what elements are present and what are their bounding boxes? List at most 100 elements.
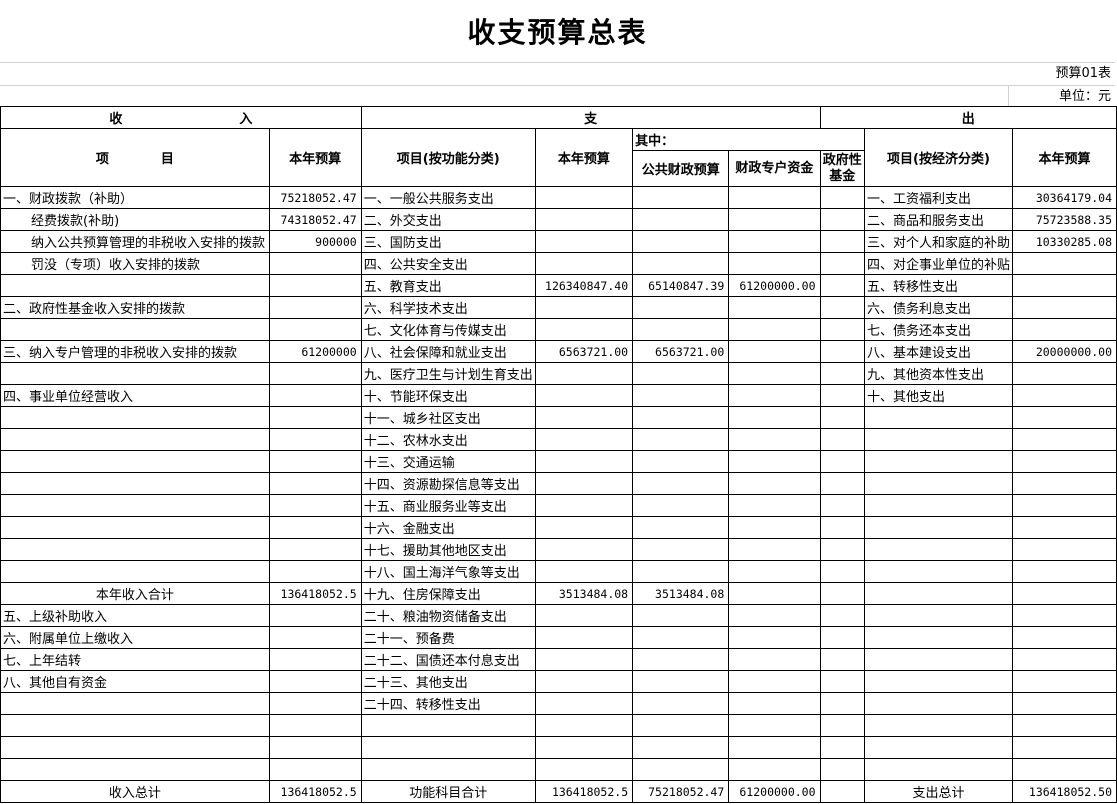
income-budget-cell[interactable] <box>268 428 362 451</box>
income-budget-cell[interactable] <box>268 274 362 297</box>
econ-item-cell[interactable]: 六、债务利息支出 <box>863 296 1013 319</box>
econ-budget-cell[interactable] <box>1011 450 1117 473</box>
income-budget-cell[interactable] <box>268 362 362 385</box>
econ-item-cell[interactable] <box>863 758 1013 781</box>
func-budget-cell[interactable] <box>534 384 634 407</box>
func-item-cell[interactable]: 一、一般公共服务支出 <box>360 186 536 209</box>
special-fund-cell[interactable] <box>728 516 821 539</box>
econ-budget-cell[interactable] <box>1011 560 1117 583</box>
gov-fund-cell[interactable] <box>819 340 865 363</box>
income-item-cell[interactable]: 一、财政拨款（补助） <box>0 186 270 209</box>
gov-fund-cell[interactable] <box>819 406 865 429</box>
econ-budget-cell[interactable] <box>1011 384 1117 407</box>
func-budget-cell[interactable] <box>534 428 634 451</box>
income-budget-cell[interactable]: 136418052.5 <box>268 582 362 605</box>
public-budget-cell[interactable] <box>632 714 730 737</box>
income-budget-cell[interactable]: 136418052.5 <box>268 780 362 803</box>
income-item-cell[interactable]: 七、上年结转 <box>0 648 270 671</box>
public-budget-cell[interactable] <box>632 692 730 715</box>
econ-budget-cell[interactable] <box>1011 736 1117 759</box>
func-budget-cell[interactable] <box>534 736 634 759</box>
func-budget-cell[interactable] <box>534 186 634 209</box>
special-fund-cell[interactable] <box>728 560 821 583</box>
econ-budget-cell[interactable] <box>1011 362 1117 385</box>
income-item-cell[interactable]: 收入总计 <box>0 780 270 803</box>
econ-item-cell[interactable] <box>863 648 1013 671</box>
econ-item-cell[interactable] <box>863 428 1013 451</box>
public-budget-cell[interactable]: 3513484.08 <box>632 582 730 605</box>
econ-budget-cell[interactable] <box>1011 318 1117 341</box>
public-budget-cell[interactable] <box>632 208 730 231</box>
income-budget-cell[interactable] <box>268 692 362 715</box>
func-item-cell[interactable]: 十六、金融支出 <box>360 516 536 539</box>
public-budget-cell[interactable]: 6563721.00 <box>632 340 730 363</box>
func-budget-cell[interactable] <box>534 560 634 583</box>
econ-budget-cell[interactable] <box>1011 604 1117 627</box>
func-item-cell[interactable]: 十二、农林水支出 <box>360 428 536 451</box>
func-budget-cell[interactable] <box>534 604 634 627</box>
econ-budget-cell[interactable] <box>1011 626 1117 649</box>
econ-item-cell[interactable]: 九、其他资本性支出 <box>863 362 1013 385</box>
func-budget-cell[interactable] <box>534 362 634 385</box>
special-fund-cell[interactable] <box>728 670 821 693</box>
func-item-cell[interactable]: 十九、住房保障支出 <box>360 582 536 605</box>
special-fund-cell[interactable] <box>728 604 821 627</box>
income-item-cell[interactable]: 五、上级补助收入 <box>0 604 270 627</box>
gov-fund-cell[interactable] <box>819 384 865 407</box>
func-item-cell[interactable]: 十一、城乡社区支出 <box>360 406 536 429</box>
income-budget-cell[interactable] <box>268 384 362 407</box>
income-item-cell[interactable] <box>0 538 270 561</box>
special-fund-cell[interactable] <box>728 362 821 385</box>
income-item-cell[interactable] <box>0 406 270 429</box>
econ-item-cell[interactable] <box>863 406 1013 429</box>
func-item-cell[interactable]: 二、外交支出 <box>360 208 536 231</box>
econ-item-cell[interactable]: 十、其他支出 <box>863 384 1013 407</box>
gov-fund-cell[interactable] <box>819 648 865 671</box>
income-item-cell[interactable] <box>0 450 270 473</box>
func-budget-cell[interactable]: 126340847.40 <box>534 274 634 297</box>
econ-budget-cell[interactable] <box>1011 296 1117 319</box>
econ-budget-cell[interactable] <box>1011 472 1117 495</box>
func-budget-cell[interactable] <box>534 538 634 561</box>
income-budget-cell[interactable] <box>268 670 362 693</box>
gov-fund-cell[interactable] <box>819 670 865 693</box>
func-budget-cell[interactable] <box>534 692 634 715</box>
income-item-cell[interactable] <box>0 516 270 539</box>
public-budget-cell[interactable] <box>632 560 730 583</box>
special-fund-cell[interactable] <box>728 538 821 561</box>
func-item-cell[interactable]: 五、教育支出 <box>360 274 536 297</box>
func-budget-cell[interactable] <box>534 648 634 671</box>
func-budget-cell[interactable] <box>534 296 634 319</box>
func-budget-cell[interactable] <box>534 208 634 231</box>
func-item-cell[interactable]: 六、科学技术支出 <box>360 296 536 319</box>
gov-fund-cell[interactable] <box>819 516 865 539</box>
income-item-cell[interactable] <box>0 560 270 583</box>
econ-item-cell[interactable] <box>863 604 1013 627</box>
func-item-cell[interactable]: 八、社会保障和就业支出 <box>360 340 536 363</box>
econ-budget-cell[interactable]: 20000000.00 <box>1011 340 1117 363</box>
gov-fund-cell[interactable] <box>819 780 865 803</box>
income-item-cell[interactable]: 经费拨款(补助) <box>0 208 270 231</box>
special-fund-cell[interactable] <box>728 428 821 451</box>
econ-item-cell[interactable]: 四、对企事业单位的补贴 <box>863 252 1013 275</box>
public-budget-cell[interactable] <box>632 626 730 649</box>
econ-budget-cell[interactable] <box>1011 494 1117 517</box>
special-fund-cell[interactable] <box>728 384 821 407</box>
income-budget-cell[interactable] <box>268 296 362 319</box>
econ-budget-cell[interactable] <box>1011 758 1117 781</box>
public-budget-cell[interactable] <box>632 648 730 671</box>
func-item-cell[interactable] <box>360 758 536 781</box>
special-fund-cell[interactable] <box>728 252 821 275</box>
gov-fund-cell[interactable] <box>819 494 865 517</box>
public-budget-cell[interactable]: 65140847.39 <box>632 274 730 297</box>
income-budget-cell[interactable] <box>268 516 362 539</box>
public-budget-cell[interactable] <box>632 472 730 495</box>
econ-item-cell[interactable] <box>863 494 1013 517</box>
income-budget-cell[interactable]: 61200000 <box>268 340 362 363</box>
gov-fund-cell[interactable] <box>819 208 865 231</box>
public-budget-cell[interactable] <box>632 406 730 429</box>
special-fund-cell[interactable] <box>728 692 821 715</box>
special-fund-cell[interactable] <box>728 450 821 473</box>
econ-item-cell[interactable] <box>863 560 1013 583</box>
income-budget-cell[interactable] <box>268 450 362 473</box>
